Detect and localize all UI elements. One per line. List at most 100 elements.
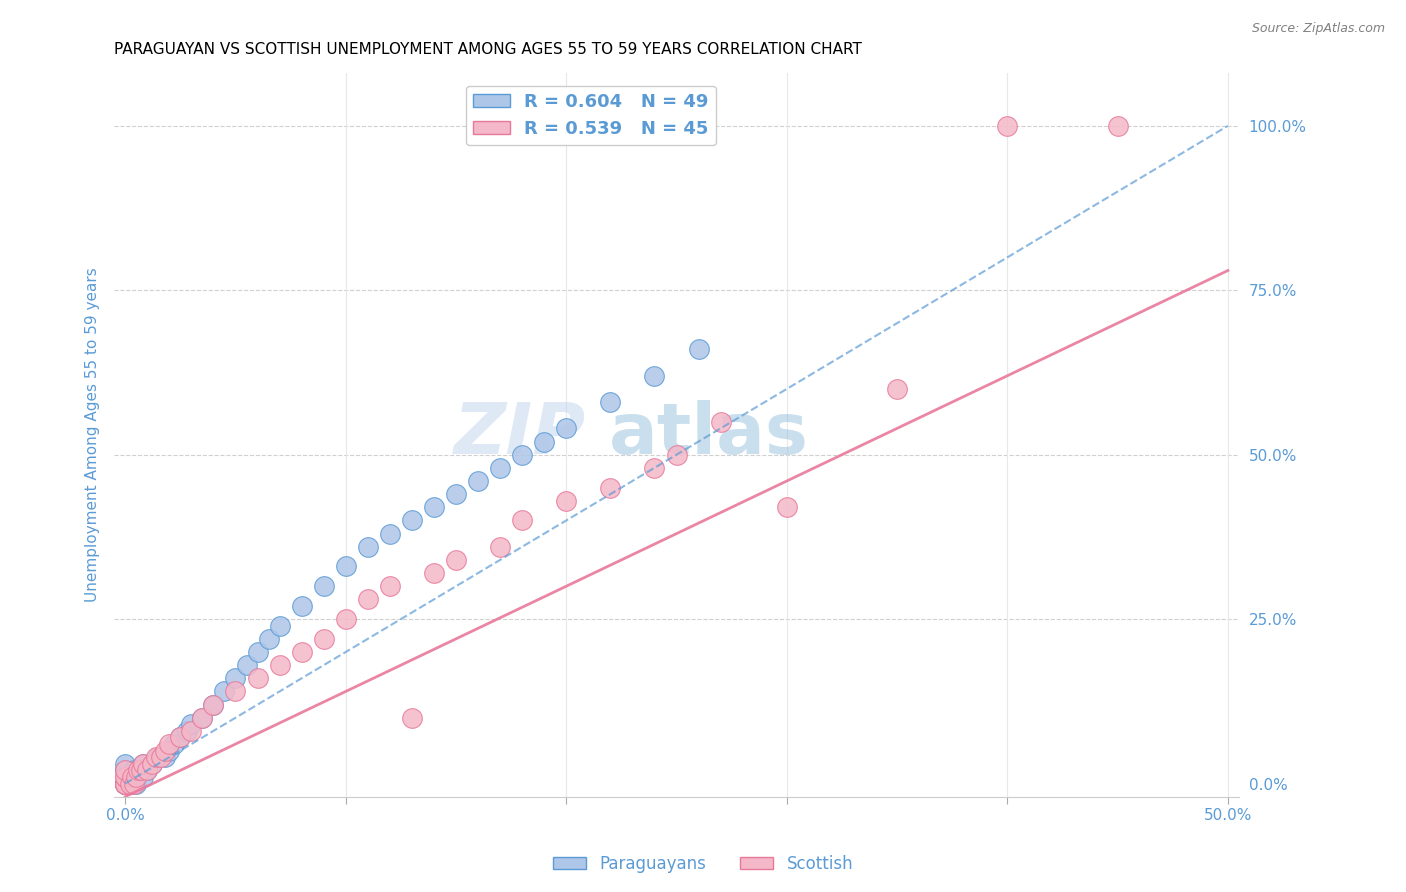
- Point: [114, 776, 136, 790]
- Legend: R = 0.604   N = 49, R = 0.539   N = 45: R = 0.604 N = 49, R = 0.539 N = 45: [467, 86, 716, 145]
- Point: [312, 632, 335, 646]
- Point: [357, 592, 380, 607]
- Point: [136, 764, 159, 778]
- Point: [114, 770, 136, 784]
- Point: [644, 460, 666, 475]
- Point: [114, 756, 136, 771]
- Point: [665, 448, 688, 462]
- Legend: Paraguayans, Scottish: Paraguayans, Scottish: [547, 848, 859, 880]
- Point: [644, 368, 666, 383]
- Point: [114, 764, 136, 778]
- Text: atlas: atlas: [609, 401, 808, 469]
- Point: [169, 731, 191, 745]
- Point: [599, 395, 621, 409]
- Point: [122, 776, 145, 790]
- Point: [291, 599, 314, 613]
- Point: [141, 756, 163, 771]
- Point: [180, 717, 202, 731]
- Point: [180, 723, 202, 738]
- Point: [127, 764, 149, 778]
- Point: [335, 612, 357, 626]
- Point: [132, 756, 155, 771]
- Y-axis label: Unemployment Among Ages 55 to 59 years: Unemployment Among Ages 55 to 59 years: [86, 268, 100, 602]
- Point: [510, 448, 533, 462]
- Point: [163, 737, 186, 751]
- Point: [257, 632, 280, 646]
- Point: [176, 723, 198, 738]
- Point: [246, 671, 269, 685]
- Point: [378, 579, 401, 593]
- Point: [555, 421, 578, 435]
- Point: [357, 540, 380, 554]
- Point: [149, 750, 172, 764]
- Point: [114, 776, 136, 790]
- Point: [214, 684, 236, 698]
- Point: [688, 343, 710, 357]
- Point: [191, 711, 214, 725]
- Point: [202, 698, 225, 712]
- Point: [312, 579, 335, 593]
- Point: [378, 526, 401, 541]
- Point: [423, 500, 446, 515]
- Point: [148, 750, 170, 764]
- Point: [121, 776, 143, 790]
- Point: [121, 770, 143, 784]
- Point: [533, 434, 555, 449]
- Point: [224, 684, 246, 698]
- Point: [114, 776, 136, 790]
- Point: [489, 460, 512, 475]
- Point: [132, 770, 155, 784]
- Point: [114, 776, 136, 790]
- Point: [157, 744, 180, 758]
- Point: [246, 645, 269, 659]
- Point: [224, 671, 246, 685]
- Point: [129, 764, 152, 778]
- Point: [125, 770, 148, 784]
- Point: [599, 481, 621, 495]
- Point: [269, 658, 291, 673]
- Point: [886, 382, 908, 396]
- Point: [1107, 119, 1129, 133]
- Point: [141, 756, 163, 771]
- Point: [710, 415, 733, 429]
- Point: [401, 513, 423, 527]
- Point: [489, 540, 512, 554]
- Point: [401, 711, 423, 725]
- Point: [114, 776, 136, 790]
- Point: [235, 658, 257, 673]
- Point: [132, 756, 155, 771]
- Text: PARAGUAYAN VS SCOTTISH UNEMPLOYMENT AMONG AGES 55 TO 59 YEARS CORRELATION CHART: PARAGUAYAN VS SCOTTISH UNEMPLOYMENT AMON…: [114, 42, 862, 57]
- Point: [114, 764, 136, 778]
- Point: [125, 770, 148, 784]
- Point: [335, 559, 357, 574]
- Point: [467, 474, 489, 488]
- Point: [269, 618, 291, 632]
- Point: [776, 500, 799, 515]
- Point: [157, 737, 180, 751]
- Point: [510, 513, 533, 527]
- Point: [169, 731, 191, 745]
- Point: [114, 764, 136, 778]
- Point: [995, 119, 1018, 133]
- Point: [125, 776, 148, 790]
- Point: [114, 776, 136, 790]
- Point: [122, 764, 145, 778]
- Point: [444, 553, 467, 567]
- Point: [153, 744, 176, 758]
- Point: [118, 776, 141, 790]
- Point: [444, 487, 467, 501]
- Point: [114, 770, 136, 784]
- Point: [127, 764, 149, 778]
- Point: [153, 750, 176, 764]
- Text: ZIP: ZIP: [454, 401, 586, 469]
- Point: [114, 776, 136, 790]
- Point: [145, 750, 167, 764]
- Point: [423, 566, 446, 580]
- Point: [121, 770, 143, 784]
- Point: [191, 711, 214, 725]
- Point: [202, 698, 225, 712]
- Point: [291, 645, 314, 659]
- Text: Source: ZipAtlas.com: Source: ZipAtlas.com: [1251, 22, 1385, 36]
- Point: [136, 764, 159, 778]
- Point: [555, 493, 578, 508]
